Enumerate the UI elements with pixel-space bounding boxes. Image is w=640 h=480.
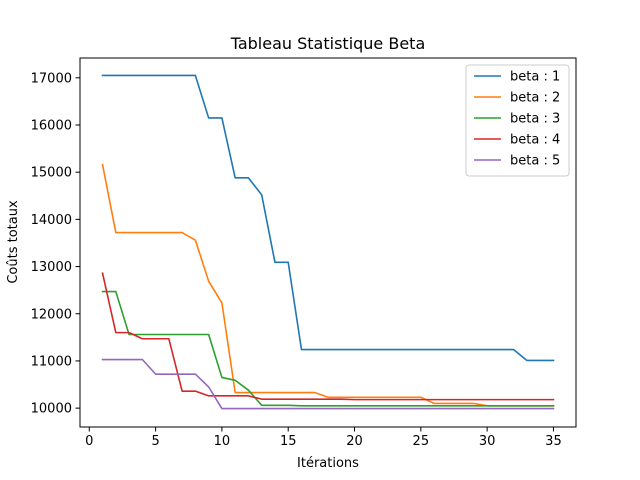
x-axis: 0 5 10 15 20 25 30 35 [85, 427, 562, 449]
series-line-3 [101, 290, 555, 407]
y-tick-label: 13000 [31, 260, 72, 275]
series-line-1 [101, 74, 555, 362]
plot-frame [79, 57, 577, 428]
x-axis-label: Itérations [297, 456, 359, 471]
x-tick-label: 35 [545, 434, 562, 449]
y-tick-label: 17000 [31, 71, 72, 86]
y-axis: 10000 11000 12000 13000 14000 15000 16000 17000 [31, 71, 80, 417]
y-tick-label: 11000 [31, 354, 72, 369]
series-line-5 [101, 358, 555, 410]
legend-box [465, 64, 570, 177]
x-tick-label: 10 [214, 434, 231, 449]
y-tick-label: 16000 [31, 119, 72, 134]
legend-label-5: beta : 5 [510, 154, 560, 169]
chart-title: Tableau Statistique Beta [230, 34, 426, 53]
legend-label-4: beta : 4 [510, 133, 560, 148]
y-tick-label: 15000 [31, 166, 72, 181]
legend-label-1: beta : 1 [510, 70, 560, 85]
x-tick-label: 25 [413, 434, 430, 449]
legend: beta : 1 beta : 2 beta : 3 beta : 4 beta : 5 [465, 64, 570, 177]
x-tick-label: 5 [151, 434, 159, 449]
legend-label-3: beta : 3 [510, 112, 560, 127]
legend-label-2: beta : 2 [510, 91, 560, 106]
x-tick-label: 20 [346, 434, 363, 449]
y-tick-label: 12000 [31, 307, 72, 322]
y-axis-label: Coûts totaux [6, 200, 21, 284]
series-layer [101, 74, 555, 410]
y-tick-label: 10000 [31, 402, 72, 417]
x-tick-label: 0 [85, 434, 93, 449]
x-tick-label: 15 [280, 434, 297, 449]
y-tick-label: 14000 [31, 213, 72, 228]
x-tick-label: 30 [479, 434, 496, 449]
series-line-2 [101, 163, 555, 407]
